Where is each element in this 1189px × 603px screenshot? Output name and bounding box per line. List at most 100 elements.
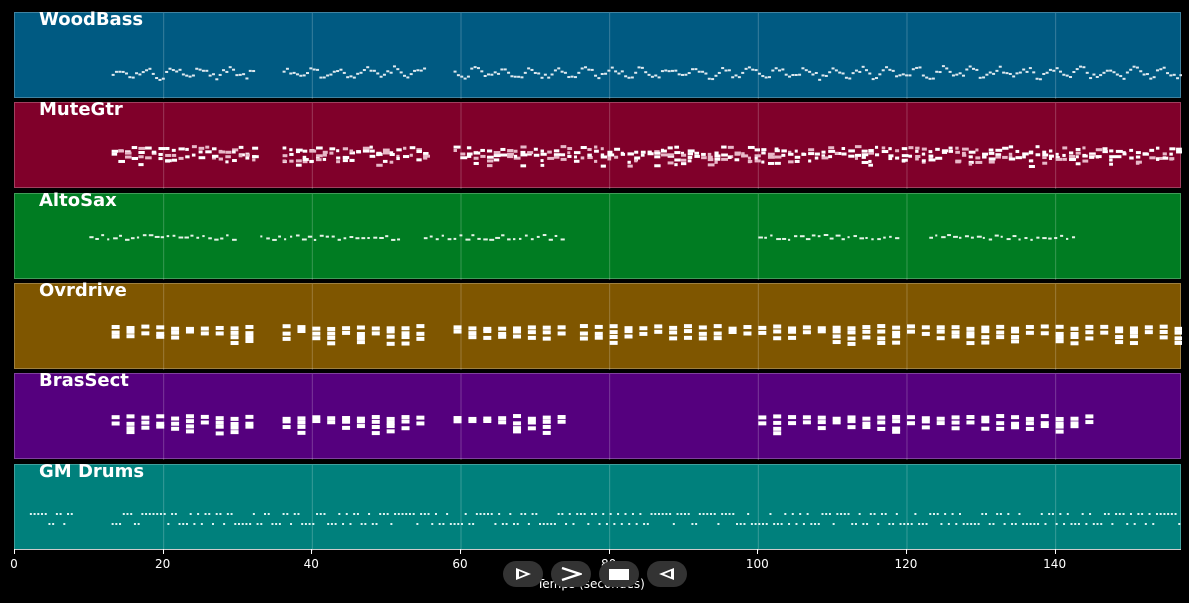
note <box>824 74 828 77</box>
note-area <box>111 284 1182 370</box>
note <box>342 523 345 525</box>
note <box>322 150 328 154</box>
track-ovrdrive[interactable]: Ovrdrive <box>14 280 1182 370</box>
track-gm-drums[interactable]: GM Drums <box>14 461 1181 551</box>
note <box>553 149 560 153</box>
note <box>914 513 917 515</box>
note <box>854 523 857 525</box>
note <box>1122 77 1126 80</box>
note <box>1002 71 1006 74</box>
note <box>453 237 457 240</box>
note <box>992 72 996 75</box>
note <box>1024 237 1028 240</box>
note <box>211 156 216 160</box>
play-button[interactable] <box>503 561 543 587</box>
note <box>1155 513 1158 515</box>
note <box>155 77 159 80</box>
note <box>637 66 641 69</box>
note <box>1129 513 1132 515</box>
note <box>773 414 782 419</box>
note <box>379 75 383 78</box>
note <box>386 326 395 331</box>
note <box>871 78 875 81</box>
note <box>368 513 371 515</box>
stop-button[interactable] <box>599 561 639 587</box>
note <box>1132 65 1136 68</box>
note <box>1002 146 1009 150</box>
note <box>847 425 856 430</box>
note <box>609 340 618 345</box>
note <box>480 148 485 152</box>
note <box>338 513 341 515</box>
note <box>1025 416 1034 421</box>
note <box>744 67 748 70</box>
note <box>1155 156 1163 160</box>
note <box>524 234 528 237</box>
note <box>859 237 865 240</box>
note <box>877 336 886 341</box>
note <box>527 426 536 431</box>
track-mutegtr[interactable]: MuteGtr <box>14 99 1182 189</box>
note <box>1048 149 1053 153</box>
note <box>600 153 605 157</box>
note <box>487 164 493 168</box>
note <box>285 67 289 70</box>
note <box>1069 158 1076 162</box>
note <box>681 158 687 162</box>
note <box>762 523 765 525</box>
note <box>981 426 990 431</box>
note <box>1115 326 1124 331</box>
note <box>272 238 277 241</box>
note <box>1055 331 1064 336</box>
note <box>799 513 802 515</box>
note <box>416 69 420 72</box>
note <box>1115 149 1123 153</box>
note <box>892 330 901 335</box>
note <box>955 146 959 150</box>
note <box>405 513 408 515</box>
note <box>788 415 797 420</box>
note <box>597 77 601 80</box>
note <box>861 153 869 157</box>
forward-button[interactable] <box>551 561 591 587</box>
track-label: MuteGtr <box>39 99 123 120</box>
track-altosax[interactable]: AltoSax <box>14 190 1181 280</box>
note <box>37 513 40 515</box>
note <box>854 145 862 149</box>
note <box>788 160 794 164</box>
note <box>142 234 147 237</box>
note <box>580 156 585 160</box>
note <box>423 67 427 70</box>
note <box>403 146 407 150</box>
note <box>858 70 862 73</box>
note <box>290 523 293 525</box>
note <box>185 74 189 77</box>
note <box>197 513 200 515</box>
note <box>389 160 394 164</box>
rewind-button[interactable] <box>647 561 687 587</box>
note <box>847 326 856 331</box>
note <box>770 234 773 237</box>
note <box>353 513 356 515</box>
note <box>513 429 522 434</box>
track-woodbass[interactable]: WoodBass <box>14 9 1182 99</box>
note <box>1109 162 1113 166</box>
note <box>386 416 395 421</box>
note <box>264 513 267 515</box>
note <box>362 146 370 150</box>
note <box>1115 329 1124 334</box>
note <box>382 151 390 155</box>
note <box>594 74 598 77</box>
note <box>1066 237 1069 240</box>
note <box>609 513 612 515</box>
note <box>854 69 858 72</box>
note <box>228 66 232 69</box>
note <box>1055 335 1064 340</box>
note <box>396 154 400 158</box>
track-brassect[interactable]: BrasSect <box>14 370 1181 460</box>
note <box>966 326 975 331</box>
note <box>795 523 798 525</box>
note <box>825 513 828 515</box>
note <box>667 70 671 73</box>
note <box>1174 330 1182 335</box>
